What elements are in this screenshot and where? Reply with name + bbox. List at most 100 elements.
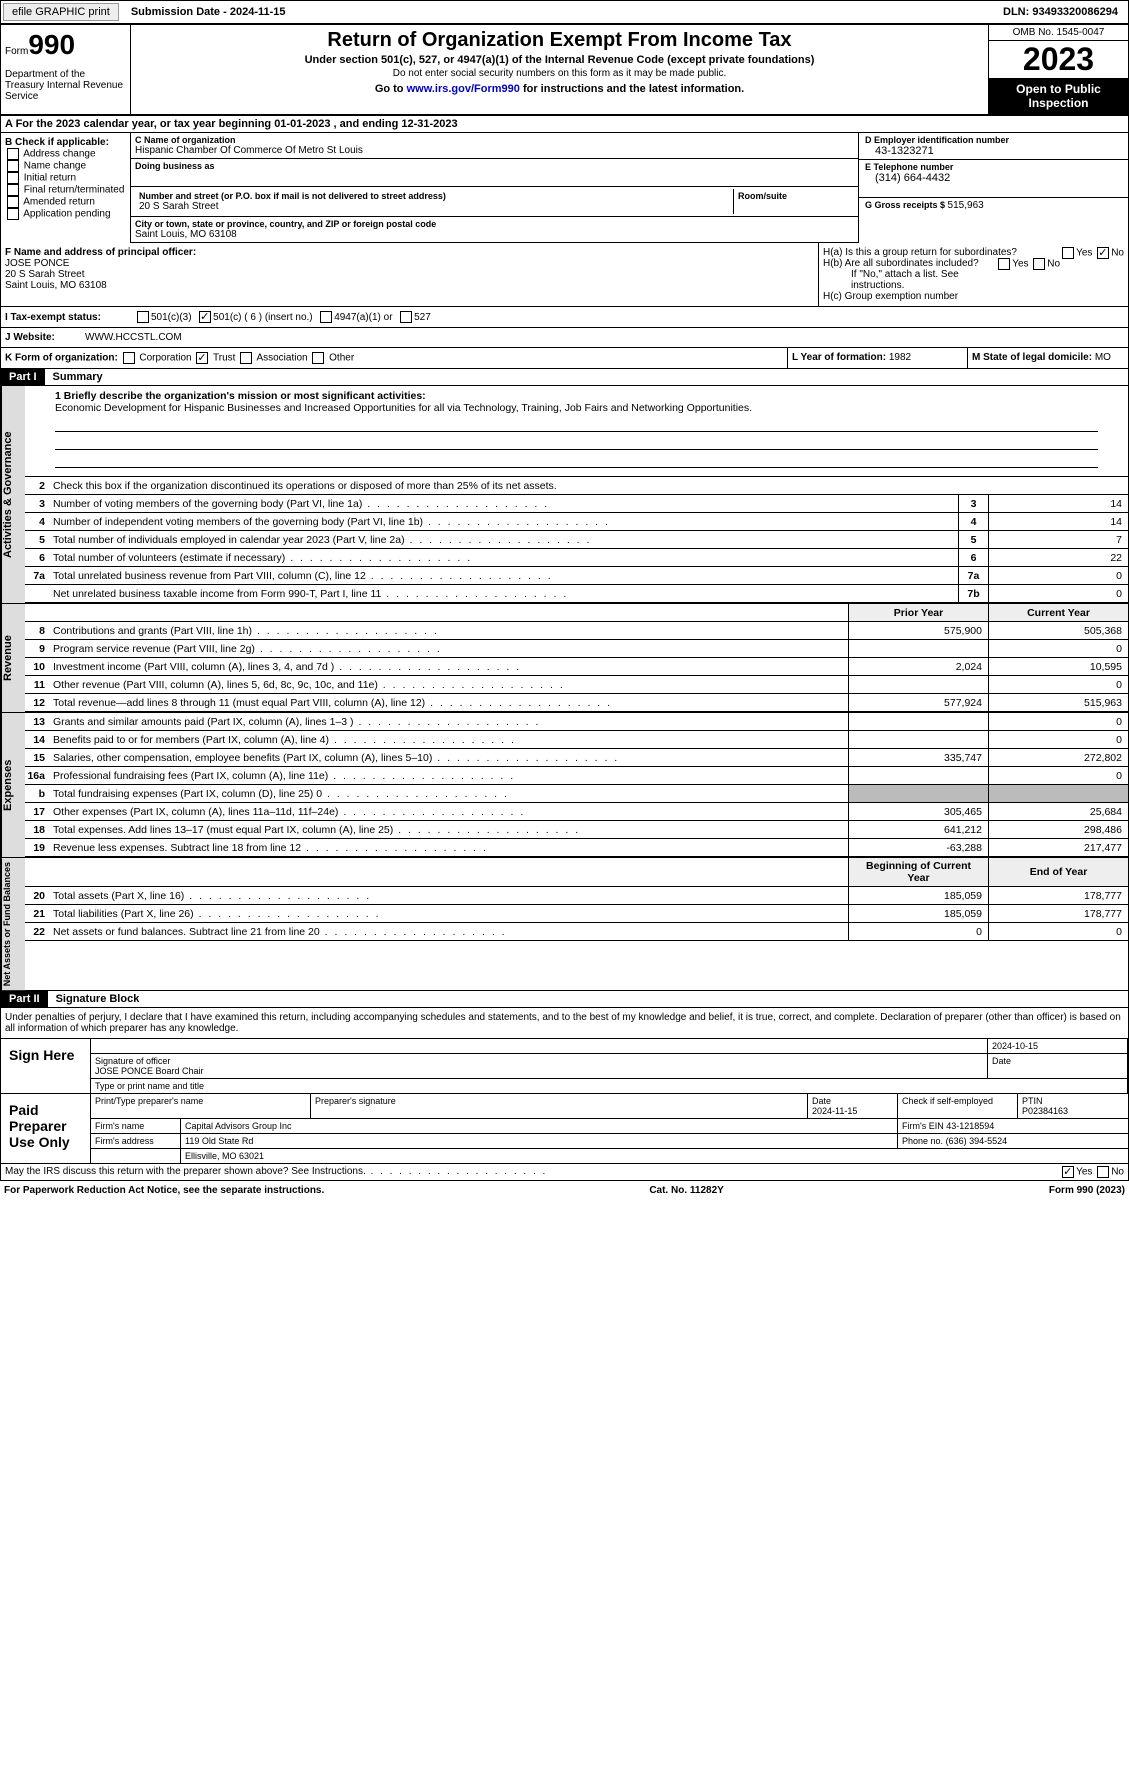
officer-name-title: JOSE PONCE Board Chair [95,1066,983,1076]
irs-link[interactable]: www.irs.gov/Form990 [407,83,520,95]
officer-label: F Name and address of principal officer: [5,247,814,258]
state-domicile: M State of legal domicile: MO [968,348,1128,368]
table-row: 12Total revenue—add lines 8 through 11 (… [25,694,1128,712]
discuss-text: May the IRS discuss this return with the… [5,1166,547,1178]
paid-preparer-block: Paid Preparer Use Only Print/Type prepar… [0,1094,1129,1164]
gov-line: 5Total number of individuals employed in… [25,531,1128,549]
prep-sig-label: Preparer's signature [311,1094,808,1118]
firm-addr-label: Firm's address [91,1134,181,1148]
gov-line: 4Number of independent voting members of… [25,513,1128,531]
sign-here-label: Sign Here [1,1039,91,1093]
box-h: H(a) Is this a group return for subordin… [818,243,1128,306]
tax-exempt-label: I Tax-exempt status: [5,312,135,323]
row-a-tax-year: A For the 2023 calendar year, or tax yea… [0,115,1129,133]
table-row: 20Total assets (Part X, line 16)185,0591… [25,887,1128,905]
form-id: Form 990 (2023) [1049,1185,1125,1196]
return-title: Return of Organization Exempt From Incom… [135,29,984,52]
h-b-note: If "No," attach a list. See instructions… [823,269,1124,291]
underline [55,418,1098,432]
form-org-label: K Form of organization: [5,353,118,364]
part-ii-title: Signature Block [48,991,1128,1007]
chk-501c3[interactable] [137,311,149,323]
section-expenses: Expenses 13Grants and similar amounts pa… [0,712,1129,857]
chk-name-change[interactable]: Name change [5,160,126,172]
chk-application-pending[interactable]: Application pending [5,208,126,220]
year-formation: L Year of formation: 1982 [788,348,968,368]
h-b-no[interactable] [1033,258,1045,270]
table-row: 21Total liabilities (Part X, line 26)185… [25,905,1128,923]
chk-trust[interactable] [196,352,208,364]
chk-address-change[interactable]: Address change [5,148,126,160]
return-subtitle: Under section 501(c), 527, or 4947(a)(1)… [135,54,984,66]
addr: 20 S Sarah Street [139,201,729,212]
gov-line: 7aTotal unrelated business revenue from … [25,567,1128,585]
chk-501c[interactable] [199,311,211,323]
chk-amended-return[interactable]: Amended return [5,196,126,208]
box-b: B Check if applicable: Address change Na… [1,133,131,243]
address-row: Number and street (or P.O. box if mail i… [131,187,858,217]
chk-other[interactable] [312,352,324,364]
ssn-note: Do not enter social security numbers on … [135,68,984,79]
h-a-no[interactable] [1097,247,1109,259]
table-row: 17Other expenses (Part IX, column (A), l… [25,803,1128,821]
prior-year-hdr: Prior Year [848,604,988,621]
h-a: H(a) Is this a group return for subordin… [823,247,1124,258]
row-j: J Website: WWW.HCCSTL.COM [0,328,1129,348]
discuss-yes[interactable] [1062,1166,1074,1178]
firm-phone: (636) 394-5524 [946,1136,1008,1146]
addr-label: Number and street (or P.O. box if mail i… [139,191,729,201]
phone: (314) 664-4432 [865,172,1122,184]
top-bar: efile GRAPHIC print Submission Date - 20… [0,0,1129,24]
ptin: P02384163 [1022,1106,1068,1116]
row-k: K Form of organization: Corporation Trus… [0,348,1129,369]
chk-527[interactable] [400,311,412,323]
gross-receipts: 515,963 [948,200,984,211]
h-b-yes[interactable] [998,258,1010,270]
website-label: J Website: [1,328,81,347]
revenue-header: Prior Year Current Year [25,604,1128,622]
chk-initial-return[interactable]: Initial return [5,172,126,184]
form-label: Form [5,46,28,57]
gov-line: 3Number of voting members of the governi… [25,495,1128,513]
city: Saint Louis, MO 63108 [135,229,854,240]
vtab-revenue: Revenue [1,604,25,712]
self-employed-check[interactable]: Check if self-employed [898,1094,1018,1118]
line-1: 1 Briefly describe the organization's mi… [25,386,1128,477]
org-name-label: C Name of organization [135,135,854,145]
chk-assoc[interactable] [240,352,252,364]
part-ii-label: Part II [1,991,48,1007]
sig-officer-label: Signature of officer [95,1056,983,1066]
table-row: 19Revenue less expenses. Subtract line 1… [25,839,1128,857]
h-a-yes[interactable] [1062,247,1074,259]
box-c: C Name of organizationHispanic Chamber O… [131,133,858,243]
firm-ein: 43-1218594 [946,1121,994,1131]
table-row: 18Total expenses. Add lines 13–17 (must … [25,821,1128,839]
chk-4947[interactable] [320,311,332,323]
chk-corp[interactable] [123,352,135,364]
type-title-label: Type or print name and title [91,1079,1128,1093]
efile-print-button[interactable]: efile GRAPHIC print [3,3,119,21]
sign-date: 2024-10-15 [988,1039,1128,1053]
box-b-label: B Check if applicable: [5,137,126,148]
phone-label: E Telephone number [865,162,1122,172]
vtab-expenses: Expenses [1,713,25,857]
sign-here-block: Sign Here 2024-10-15 Signature of office… [0,1039,1129,1094]
box-d: D Employer identification number43-13232… [858,133,1128,243]
underline [55,454,1098,468]
section-net-assets: Net Assets or Fund Balances Beginning of… [0,857,1129,991]
department: Department of the Treasury Internal Reve… [5,69,126,102]
gross-label: G Gross receipts $ [865,200,948,210]
date-label: Date [988,1054,1128,1078]
dln: DLN: 93493320086294 [1003,6,1128,18]
underline [55,436,1098,450]
city-label: City or town, state or province, country… [135,219,854,229]
room-label: Room/suite [738,191,850,201]
omb-number: OMB No. 1545-0047 [989,25,1128,41]
prep-name-label: Print/Type preparer's name [91,1094,311,1118]
mission-label: 1 Briefly describe the organization's mi… [55,390,1098,402]
chk-final-return[interactable]: Final return/terminated [5,184,126,196]
perjury-declaration: Under penalties of perjury, I declare th… [0,1008,1129,1039]
h-b: H(b) Are all subordinates included? Yes … [823,258,1124,269]
discuss-no[interactable] [1097,1166,1109,1178]
header-mid: Return of Organization Exempt From Incom… [131,25,988,114]
